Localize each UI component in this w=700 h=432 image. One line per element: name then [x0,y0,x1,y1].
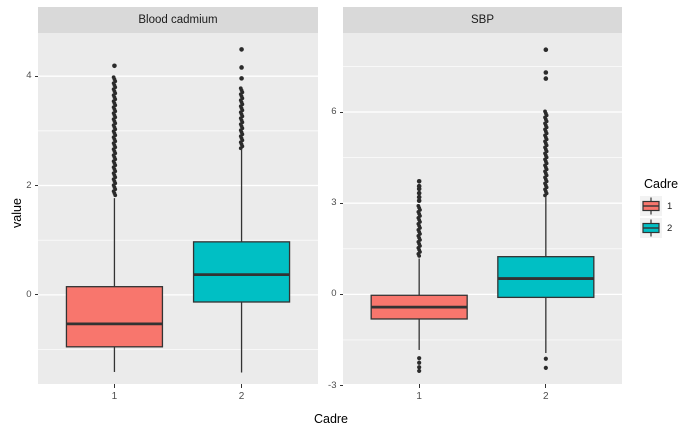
y-tick-mark [34,185,38,187]
x-tick-label: 1 [111,391,118,402]
panel-blood-cadmium [38,33,318,384]
y-tick-label: 3 [331,197,337,209]
y-tick-label: 0 [26,288,32,300]
y-axis-title: value [10,198,24,228]
y-tick-mark [34,294,38,296]
x-tick-mark [545,384,547,388]
x-tick-mark [113,384,115,388]
x-tick-mark [418,384,420,388]
y-tick-mark [339,111,343,113]
boxplot-key-icon [642,219,660,237]
legend-key-swatch [640,196,662,216]
x-tick-mark [241,384,243,388]
x-tick-label: 1 [416,391,422,402]
x-tick-label: 2 [543,391,549,402]
y-tick-label: 2 [26,179,32,191]
legend-key-label: 2 [667,222,673,234]
facet-strip-sbp: SBP [343,7,622,33]
legend: Cadre 1 2 [640,177,698,240]
y-tick-label: -3 [328,379,337,391]
facet-strip-blood-cadmium: Blood cadmium [38,7,318,33]
x-axis-title: Cadre [313,412,349,426]
y-tick-mark [339,385,343,387]
y-tick-label: 4 [26,70,32,82]
y-tick-label: 6 [331,106,337,117]
y-tick-label: 0 [331,288,337,300]
facet-strip-label: SBP [470,14,494,26]
legend-key-1: 1 [640,196,698,216]
boxplot-svg-1 [343,47,622,374]
legend-key-2: 2 [640,218,698,238]
x-tick-label: 2 [238,391,245,402]
legend-title: Cadre [644,177,679,191]
y-tick-mark [339,293,343,295]
boxplot-svg-0 [38,47,318,373]
facet-strip-label: Blood cadmium [138,14,218,26]
y-tick-mark [339,202,343,204]
legend-key-swatch [640,218,662,238]
y-tick-mark [34,75,38,77]
legend-key-label: 1 [667,200,673,212]
boxplot-key-icon [642,197,660,215]
panel-sbp [343,33,622,384]
